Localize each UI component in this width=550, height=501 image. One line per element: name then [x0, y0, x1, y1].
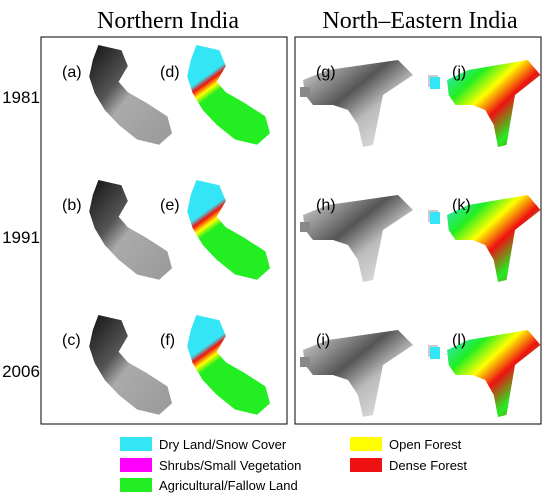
panel-label: (f) [160, 332, 175, 349]
panel-label: (a) [62, 64, 82, 81]
panel-label: (e) [160, 197, 180, 214]
legend-label: Dry Land/Snow Cover [159, 437, 287, 452]
panel-label: (b) [62, 197, 82, 214]
map-lulc [187, 180, 270, 280]
map-gray [89, 315, 172, 415]
legend-swatch [120, 437, 152, 451]
legend-swatch [120, 458, 152, 472]
map-lulc [187, 315, 270, 415]
map-inset [430, 347, 440, 359]
map-gray [89, 45, 172, 145]
panel-label: (j) [452, 64, 466, 81]
legend-label: Agricultural/Fallow Land [159, 478, 298, 493]
left-frame [40, 36, 288, 425]
legend-label: Dense Forest [389, 458, 467, 473]
map-inset [300, 87, 310, 97]
legend-label: Shrubs/Small Vegetation [159, 458, 301, 473]
map-inset [300, 222, 310, 232]
map-inset [430, 77, 440, 89]
map-lulc [187, 45, 270, 145]
year-label: 1991 [2, 228, 40, 247]
panel-label: (c) [62, 332, 81, 349]
panel-label: (i) [316, 332, 330, 349]
map-inset [300, 357, 310, 367]
panel-label: (g) [316, 64, 336, 81]
title: Northern India [97, 8, 239, 34]
panel-label: (l) [452, 332, 466, 349]
legend-swatch [350, 437, 382, 451]
panel-label: (k) [452, 197, 471, 214]
year-label: 1981 [2, 88, 40, 107]
panel-label: (h) [316, 197, 336, 214]
map-gray [89, 180, 172, 280]
legend-label: Open Forest [389, 437, 462, 452]
legend-swatch [350, 458, 382, 472]
panel-label: (d) [160, 64, 180, 81]
map-inset [430, 212, 440, 224]
right-frame [294, 36, 542, 425]
title: North–Eastern India [322, 8, 518, 34]
year-label: 2006 [2, 362, 40, 381]
legend-swatch [120, 478, 152, 492]
